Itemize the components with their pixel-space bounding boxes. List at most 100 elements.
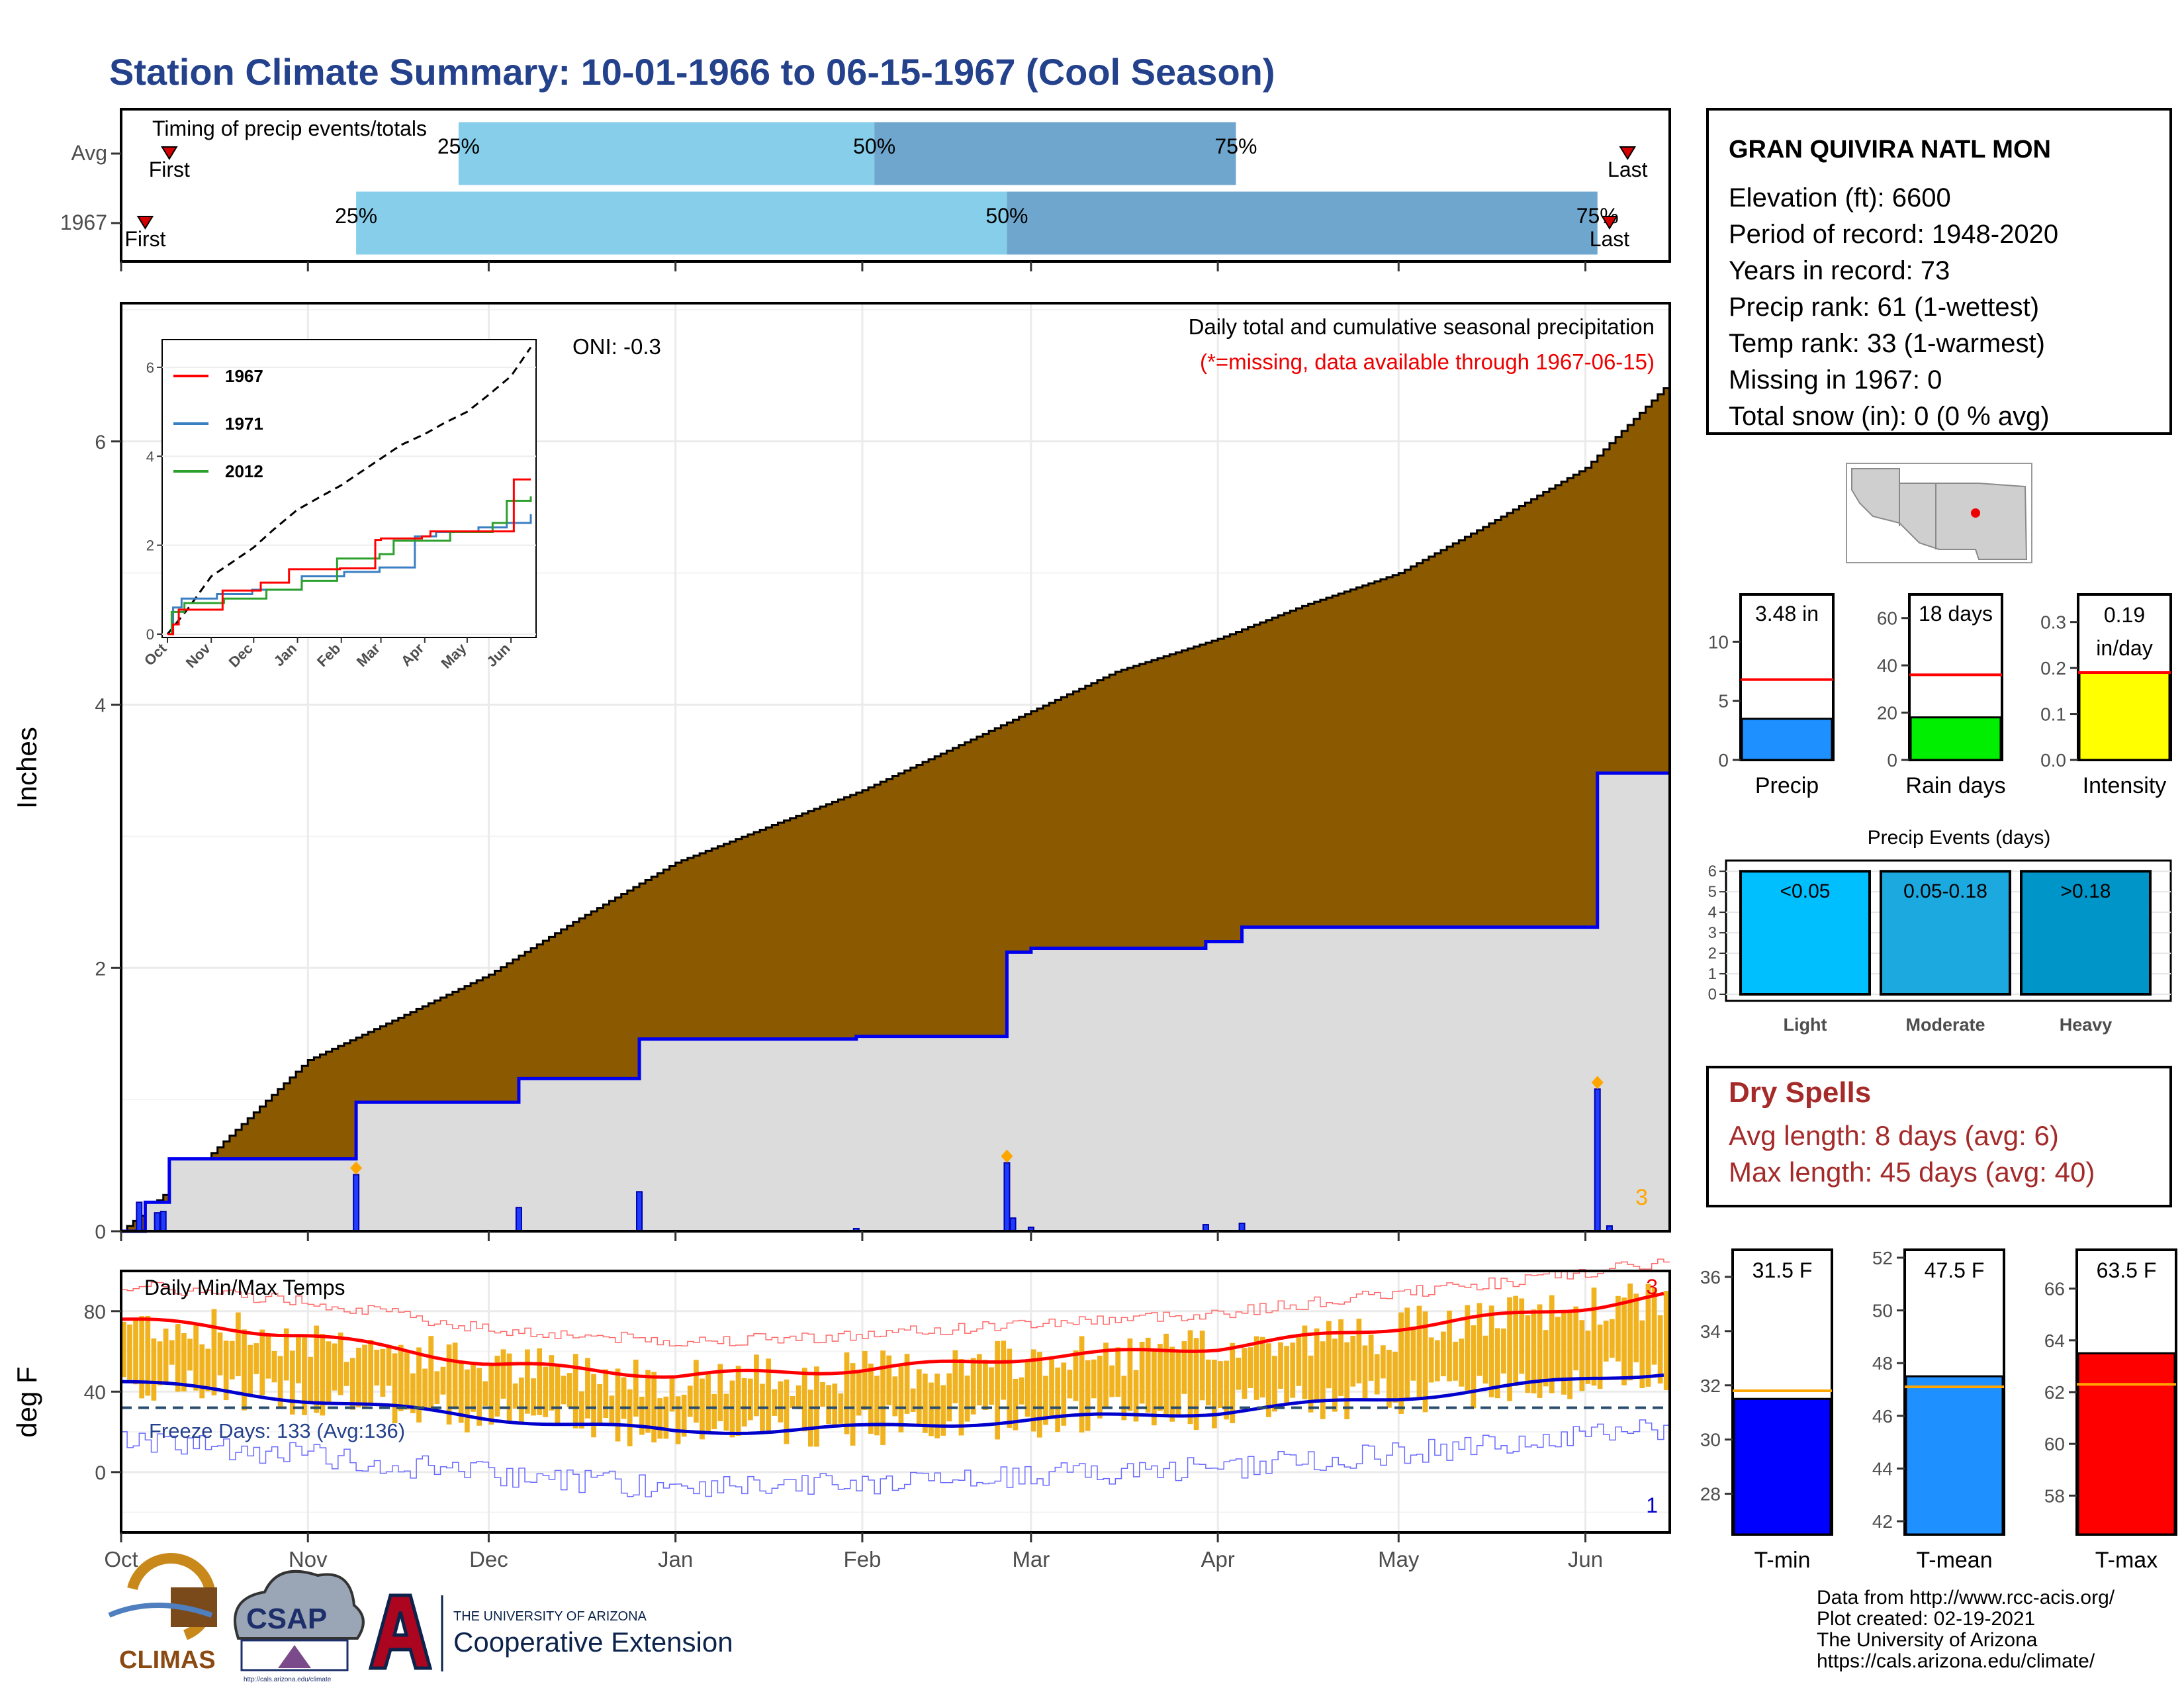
freeze-days-label: Freeze Days: 133 (Avg:136) xyxy=(149,1419,405,1442)
temp-summary-value: 47.5 F xyxy=(1925,1258,1985,1282)
daily-temp-bar xyxy=(1362,1345,1368,1399)
daily-temp-bar xyxy=(1253,1336,1259,1400)
daily-temp-bar xyxy=(1447,1310,1452,1382)
daily-temp-bar xyxy=(1091,1359,1097,1399)
daily-precip-bar xyxy=(154,1212,161,1232)
daily-temp-bar xyxy=(1567,1312,1572,1399)
station-missing: Missing in 1967: 0 xyxy=(1729,365,1942,395)
timing-last-marker xyxy=(1601,216,1618,230)
daily-temp-bar xyxy=(1284,1346,1290,1403)
precip-events-tick-label: 1 xyxy=(1708,965,1717,983)
precip-summary-tick-label: 60 xyxy=(1877,608,1897,629)
daily-temp-bar xyxy=(1265,1343,1271,1417)
footer: CLIMAS CSAP http://cals.arizona.edu/clim… xyxy=(108,1553,2115,1683)
daily-temp-bar xyxy=(175,1324,181,1392)
precip-events-tick-label: 5 xyxy=(1708,883,1717,901)
daily-temp-bar xyxy=(1639,1320,1645,1388)
precip-events-range: 0.05-0.18 xyxy=(1903,880,1987,902)
daily-temp-bar xyxy=(886,1355,892,1405)
daily-temp-bar xyxy=(796,1385,801,1409)
daily-temp-bar xyxy=(633,1359,639,1417)
temp-summary-tick-label: 58 xyxy=(2044,1485,2065,1506)
daily-temp-bar xyxy=(1326,1321,1332,1389)
precip-summary-tick-label: 0.0 xyxy=(2040,750,2066,771)
timing-first-marker xyxy=(161,146,178,160)
precip-summary-value: 0.19 xyxy=(2104,603,2145,627)
precip-summary-value: 18 days xyxy=(1919,602,1993,626)
precip-panel-frame xyxy=(120,302,1671,1233)
x-tick-label: May xyxy=(1378,1547,1420,1571)
daily-temp-bar xyxy=(663,1396,669,1439)
tmin-corner-label: 1 xyxy=(1646,1493,1658,1517)
timing-p25-label: 25% xyxy=(335,204,377,228)
daily-temp-bar xyxy=(271,1350,277,1383)
daily-temp-bar xyxy=(675,1396,681,1444)
inset-y-tick-label: 6 xyxy=(146,359,154,376)
daily-temp-bar xyxy=(1193,1338,1199,1430)
daily-temp-bar xyxy=(242,1329,247,1411)
temp-y-label: deg F xyxy=(11,1366,42,1437)
daily-temp-bar xyxy=(205,1348,211,1391)
daily-temp-bar xyxy=(651,1372,657,1442)
daily-temp-bar xyxy=(1603,1321,1609,1362)
daily-temp-bar xyxy=(929,1382,934,1436)
temp-summary-tick-label: 42 xyxy=(1872,1511,1893,1532)
temp-summary-bar xyxy=(1905,1375,2004,1536)
timing-bar-q1 xyxy=(356,191,1007,255)
temp-summary-tick-label: 62 xyxy=(2044,1382,2065,1403)
precip-events-name: Heavy xyxy=(2060,1015,2113,1035)
daily-temp-bar xyxy=(1368,1335,1374,1381)
dry-spells-frame xyxy=(1706,1066,2172,1207)
daily-temp-bar xyxy=(1259,1336,1265,1398)
daily-temp-bar xyxy=(1422,1311,1428,1413)
location-map xyxy=(1846,463,2032,563)
daily-temp-bar xyxy=(880,1350,886,1445)
daily-temp-bar xyxy=(1242,1348,1248,1399)
daily-temp-bar xyxy=(446,1344,452,1425)
daily-temp-bar xyxy=(940,1385,946,1436)
daily-temp-bar xyxy=(1332,1338,1338,1412)
map-states-shape xyxy=(1851,468,2028,560)
daily-temp-bar xyxy=(609,1395,615,1426)
daily-temp-bar xyxy=(862,1350,868,1411)
daily-temp-bar xyxy=(711,1393,717,1430)
daily-temp-bar xyxy=(386,1347,392,1386)
daily-temp-bar xyxy=(1030,1349,1036,1432)
tmax-corner-label: 3 xyxy=(1646,1275,1658,1299)
precip-summary-tick-label: 0 xyxy=(1887,750,1897,771)
ua-small-text: THE UNIVERSITY OF ARIZONA xyxy=(453,1609,647,1624)
timing-first-marker xyxy=(136,216,154,230)
daily-temp-bar xyxy=(1085,1360,1091,1431)
daily-temp-bar xyxy=(922,1374,928,1433)
daily-temp-bar xyxy=(958,1358,964,1436)
daily-temp-bar xyxy=(1187,1330,1193,1425)
temp-summary-tick-label: 28 xyxy=(1700,1484,1721,1505)
daily-temp-bar xyxy=(1501,1328,1506,1374)
dry-spells-avg: Avg length: 8 days (avg: 6) xyxy=(1729,1120,2059,1151)
precip-summary-tick-label: 0 xyxy=(1718,750,1729,771)
precip-y-tick-label: 2 xyxy=(95,958,106,980)
daily-temp-bar xyxy=(482,1381,488,1406)
avg-max-temp-line xyxy=(120,1291,1664,1379)
station-info-frame xyxy=(1706,108,2172,435)
climas-logo-text: CLIMAS xyxy=(119,1646,216,1674)
daily-temp-bar xyxy=(1248,1347,1253,1388)
daily-temp-bar xyxy=(356,1347,361,1408)
temp-panel-frame xyxy=(120,1270,1671,1534)
inset-y-tick-label: 2 xyxy=(146,538,154,554)
daily-temp-bar xyxy=(374,1349,380,1386)
daily-temp-bar xyxy=(1374,1354,1380,1395)
page-title: Station Climate Summary: 10-01-1966 to 0… xyxy=(109,51,1275,93)
precip-events-tick-label: 4 xyxy=(1708,904,1717,921)
timing-title: Timing of precip events/totals xyxy=(152,117,427,140)
precip-events-name: Light xyxy=(1784,1015,1827,1035)
daily-temp-bar xyxy=(404,1352,410,1410)
daily-temp-bar xyxy=(1494,1328,1500,1399)
daily-temp-bar xyxy=(801,1368,807,1432)
timing-p25-label: 25% xyxy=(437,134,480,158)
daily-temp-bar xyxy=(428,1336,434,1409)
daily-temp-bar xyxy=(910,1388,916,1413)
daily-temp-bar xyxy=(422,1368,428,1409)
daily-temp-bar xyxy=(1230,1342,1236,1423)
daily-temp-bar xyxy=(820,1382,825,1407)
